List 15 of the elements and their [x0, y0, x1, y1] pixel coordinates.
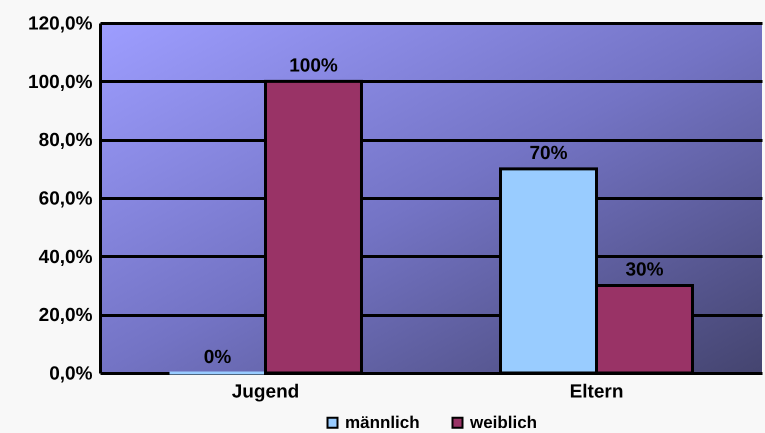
- x-tick-label: Jugend: [232, 382, 300, 402]
- y-tick-label: 120,0%: [28, 14, 93, 34]
- y-tick-label: 40,0%: [38, 246, 93, 268]
- y-tick-label: 100,0%: [28, 72, 93, 93]
- legend-label: männlich: [345, 412, 420, 432]
- data-label: 0%: [204, 347, 232, 368]
- x-tick-label: Eltern: [570, 382, 624, 402]
- legend-label: weiblich: [469, 412, 538, 432]
- y-tick-label: 0,0%: [49, 364, 93, 384]
- data-label: 70%: [529, 142, 568, 164]
- data-label: 100%: [289, 55, 338, 76]
- y-tick-label: 20,0%: [38, 305, 93, 326]
- y-tick-label: 60,0%: [38, 188, 93, 210]
- data-label: 30%: [625, 260, 664, 280]
- y-tick-label: 80,0%: [38, 130, 93, 152]
